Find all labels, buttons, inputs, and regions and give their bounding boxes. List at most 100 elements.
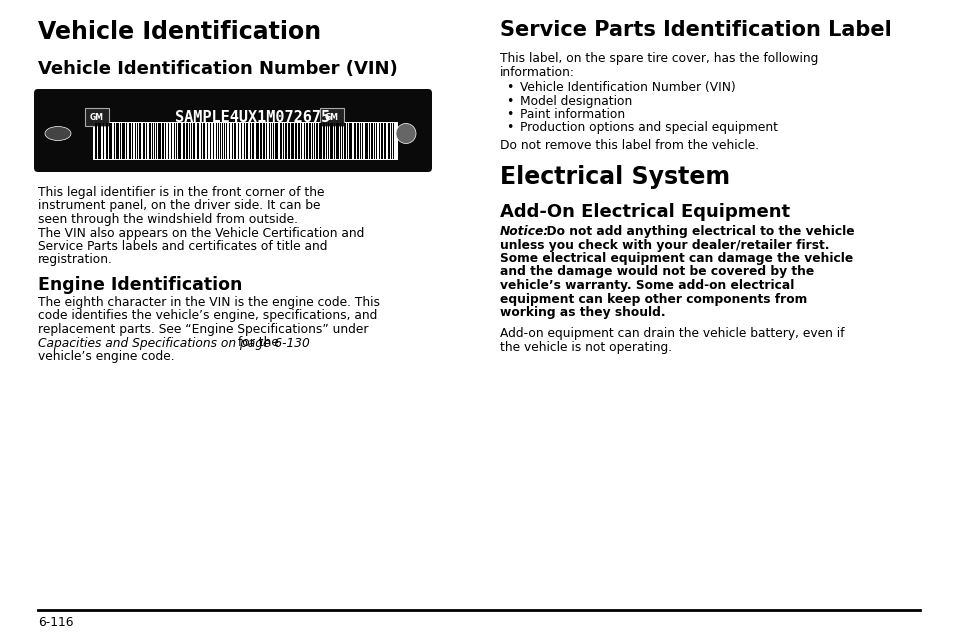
Bar [106, 123, 108, 159]
Bar [232, 123, 233, 159]
Bar [109, 123, 112, 159]
Bar [135, 123, 136, 159]
Bar [191, 123, 192, 159]
Bar [319, 108, 344, 126]
Bar [306, 123, 308, 159]
Bar [252, 123, 253, 159]
Text: Electrical System: Electrical System [499, 165, 729, 189]
Text: code identifies the vehicle’s engine, specifications, and: code identifies the vehicle’s engine, sp… [38, 309, 377, 322]
Text: GM: GM [90, 112, 104, 121]
Text: registration.: registration. [38, 253, 112, 267]
Bar [162, 123, 164, 159]
Bar [95, 123, 97, 159]
Text: vehicle’s engine code.: vehicle’s engine code. [38, 350, 174, 363]
Text: Vehicle Identification: Vehicle Identification [38, 20, 321, 44]
Bar [237, 123, 239, 159]
Bar [186, 123, 188, 159]
Text: •: • [505, 121, 513, 135]
Bar [244, 123, 245, 159]
Bar [137, 123, 138, 159]
Text: Paint information: Paint information [519, 108, 624, 121]
Bar [156, 123, 157, 159]
Bar [233, 123, 235, 159]
Bar [294, 123, 296, 159]
Text: unless you check with your dealer/retailer first.: unless you check with your dealer/retail… [499, 239, 828, 251]
Bar [375, 123, 376, 159]
Bar [98, 123, 101, 159]
Text: Some electrical equipment can damage the vehicle: Some electrical equipment can damage the… [499, 252, 852, 265]
Bar [255, 123, 258, 159]
Bar [365, 123, 368, 159]
Text: •: • [505, 108, 513, 121]
Ellipse shape [45, 126, 71, 140]
Bar [224, 123, 225, 159]
Bar [326, 123, 327, 159]
Text: instrument panel, on the driver side. It can be: instrument panel, on the driver side. It… [38, 200, 320, 212]
Bar [218, 123, 219, 159]
Bar [349, 123, 352, 159]
Text: 6-116: 6-116 [38, 616, 73, 629]
Bar [158, 123, 161, 159]
Bar [171, 123, 172, 159]
Bar [193, 123, 194, 159]
Bar [222, 123, 223, 159]
Text: Service Parts labels and certificates of title and: Service Parts labels and certificates of… [38, 240, 327, 253]
Bar [371, 123, 373, 159]
Text: seen through the windshield from outside.: seen through the windshield from outside… [38, 213, 297, 226]
Bar [285, 123, 287, 159]
Text: Notice:: Notice: [499, 225, 549, 238]
Bar [189, 123, 190, 159]
Text: Vehicle Identification Number (VIN): Vehicle Identification Number (VIN) [519, 81, 735, 94]
Bar [280, 123, 282, 159]
Text: •: • [505, 81, 513, 94]
Bar [323, 123, 325, 159]
Bar [378, 123, 379, 159]
Text: vehicle’s warranty. Some add-on electrical: vehicle’s warranty. Some add-on electric… [499, 279, 794, 292]
Text: This legal identifier is in the front corner of the: This legal identifier is in the front co… [38, 186, 324, 199]
Bar [334, 123, 335, 159]
Bar [175, 123, 177, 159]
Text: Engine Identification: Engine Identification [38, 276, 242, 294]
Bar [354, 123, 355, 159]
Bar [122, 123, 125, 159]
Text: Production options and special equipment: Production options and special equipment [519, 121, 778, 135]
Bar [260, 123, 262, 159]
Bar [312, 123, 313, 159]
Bar [304, 123, 305, 159]
Bar [120, 123, 121, 159]
Text: Service Parts Identification Label: Service Parts Identification Label [499, 20, 891, 40]
Bar [269, 123, 270, 159]
Text: The VIN also appears on the Vehicle Certification and: The VIN also appears on the Vehicle Cert… [38, 226, 364, 239]
Bar [388, 123, 390, 159]
Bar [318, 123, 322, 159]
Bar [149, 123, 151, 159]
Bar [196, 123, 199, 159]
Bar [126, 123, 127, 159]
Bar [220, 123, 221, 159]
Bar [347, 123, 348, 159]
Bar [297, 123, 299, 159]
Text: for the: for the [233, 336, 278, 350]
Text: information:: information: [499, 66, 575, 78]
Bar [153, 123, 154, 159]
Text: Add-on equipment can drain the vehicle battery, even if: Add-on equipment can drain the vehicle b… [499, 327, 843, 341]
Bar [380, 123, 382, 159]
Bar [369, 123, 370, 159]
Text: Do not add anything electrical to the vehicle: Do not add anything electrical to the ve… [537, 225, 854, 238]
Text: GM: GM [325, 112, 338, 121]
Bar [178, 123, 181, 159]
Bar [273, 123, 274, 159]
Bar [291, 123, 294, 159]
Bar [266, 123, 267, 159]
Bar [139, 123, 141, 159]
Text: Vehicle Identification Number (VIN): Vehicle Identification Number (VIN) [38, 60, 397, 78]
Bar [339, 123, 340, 159]
Bar [301, 123, 302, 159]
Bar [330, 123, 333, 159]
Bar [168, 123, 169, 159]
Bar [391, 123, 392, 159]
Bar [288, 123, 290, 159]
Bar [359, 123, 360, 159]
Bar [165, 123, 166, 159]
Bar [146, 123, 147, 159]
